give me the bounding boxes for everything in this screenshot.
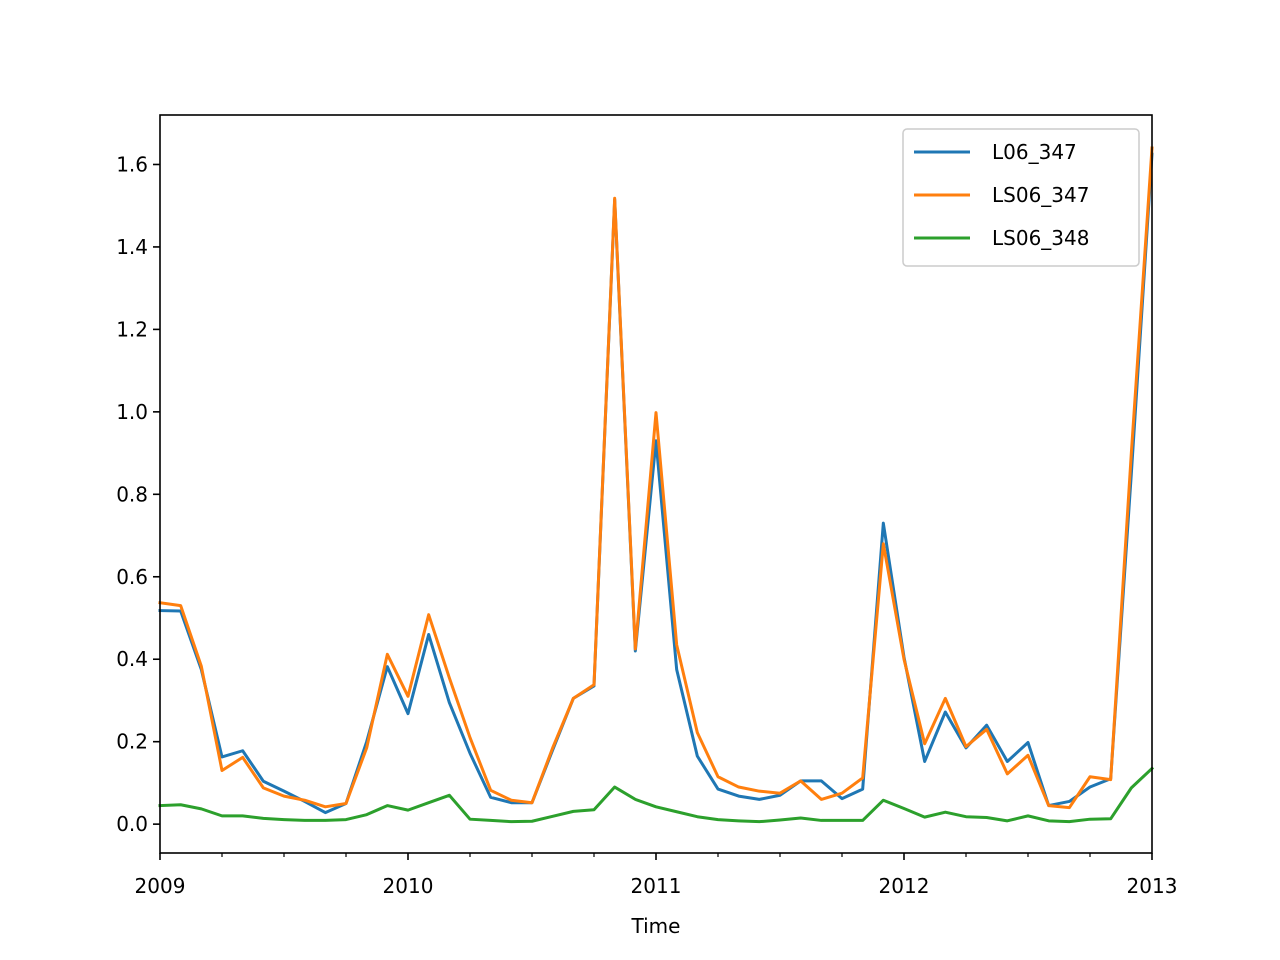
y-tick-label: 0.0 xyxy=(116,812,148,836)
legend-entry: L06_347 xyxy=(992,140,1077,164)
y-tick-label: 0.8 xyxy=(116,482,148,506)
x-tick-label: 2009 xyxy=(135,874,186,898)
legend: L06_347 LS06_347 LS06_348 xyxy=(902,128,1140,267)
y-tick-label: 1.0 xyxy=(116,400,148,424)
legend-box xyxy=(902,128,1140,267)
y-tick-label: 1.4 xyxy=(116,235,148,259)
y-tick-label: 1.2 xyxy=(116,317,148,341)
plot-frame xyxy=(159,114,1153,854)
x-axis-label: Time xyxy=(631,914,681,938)
x-axis: 2009 2010 2011 2012 2013 xyxy=(135,853,1178,898)
x-tick-label: 2010 xyxy=(383,874,434,898)
series-line-ls06-347 xyxy=(158,146,1154,810)
y-axis: 0.0 0.2 0.4 0.6 0.8 1.0 1.2 1.4 1.6 xyxy=(116,152,160,836)
series-line-l06-347 xyxy=(158,152,1154,815)
legend-entry: LS06_347 xyxy=(992,183,1089,207)
y-tick-label: 0.6 xyxy=(116,565,148,589)
series-line-ls06-348 xyxy=(158,766,1155,824)
x-tick-label: 2012 xyxy=(879,874,930,898)
x-tick-label: 2013 xyxy=(1127,874,1178,898)
x-tick-label: 2011 xyxy=(631,874,682,898)
y-tick-label: 0.4 xyxy=(116,647,148,671)
y-tick-label: 1.6 xyxy=(116,152,148,176)
legend-entry: LS06_348 xyxy=(992,226,1089,250)
y-tick-label: 0.2 xyxy=(116,730,148,754)
series-lines xyxy=(158,146,1155,824)
